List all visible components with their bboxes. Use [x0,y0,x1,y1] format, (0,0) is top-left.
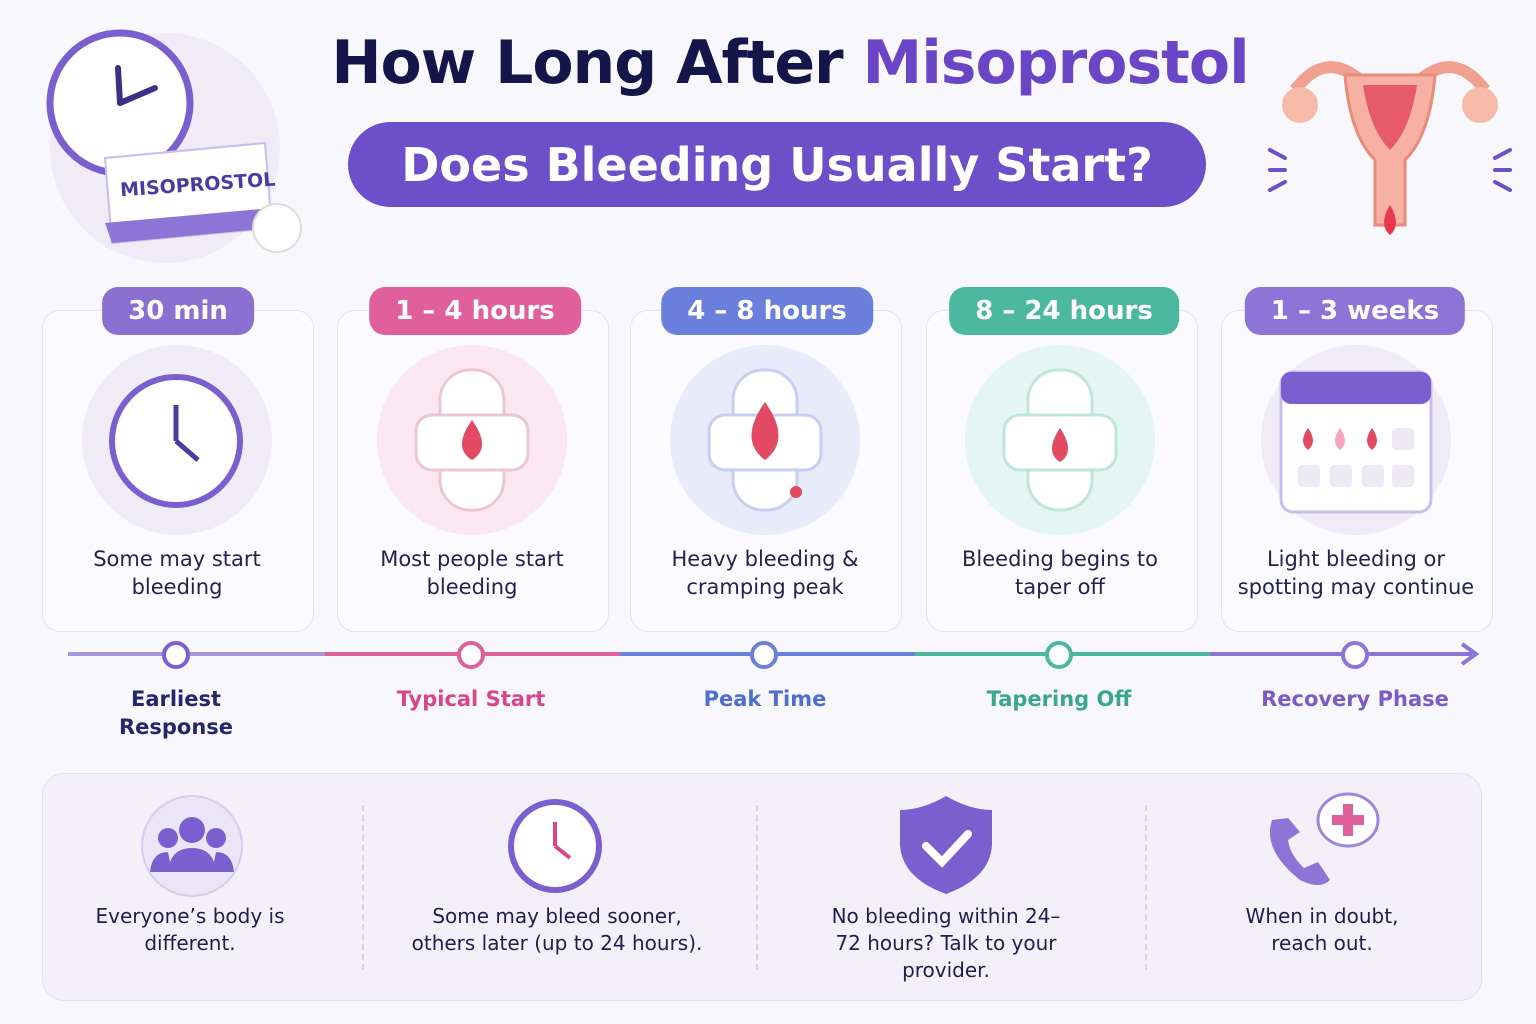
icon-part [117,85,158,106]
phase-label: Tapering Off [986,687,1132,711]
icon-part [1363,85,1417,150]
icon-part [1384,205,1396,235]
note-text: Everyone’s body is different. [95,904,285,955]
icon-part [1268,148,1512,192]
icon-part [462,420,482,460]
stage-description: Light bleeding or spotting may continue [1237,547,1475,599]
stage-icons [109,368,1433,514]
icon-part [900,796,992,894]
icon-part [1303,428,1377,450]
icon-part [1332,815,1364,825]
icon-part [168,848,216,872]
icon-part [1367,428,1377,450]
time-pill: 30 min [102,287,254,335]
shield-icon [900,796,992,894]
notes-panel [42,773,1482,1001]
icon-part [1493,180,1512,192]
subtitle: Does Bleeding Usually Start? [348,122,1206,207]
icon-part [1330,465,1352,487]
time-pill: 1 – 4 hours [369,287,581,335]
icon-part [179,817,205,843]
icon-part [1303,428,1313,450]
note-text: Some may bleed sooner, others later (up … [411,904,703,955]
timeline-dot [1341,641,1369,669]
separator [1145,805,1147,970]
icon-part [1298,428,1414,487]
icon-part [115,65,123,106]
icon-part [1392,428,1414,450]
time-pill: 1 – 3 weeks [1244,287,1466,335]
icon-part [1281,372,1431,404]
timeline-dot [1045,641,1073,669]
pad-icon [1002,368,1118,512]
icon-part [174,439,200,462]
people-icon [141,795,243,897]
timeline-dot [457,641,485,669]
icon-part [212,852,234,872]
icon-part [1392,465,1414,487]
stage-description: Some may start bleeding [93,547,261,599]
clock-icon [508,799,602,893]
icon-part [1269,818,1330,885]
phase-label: Recovery Phase [1261,687,1449,711]
icon-part [141,795,243,897]
calendar-icon [1279,370,1433,514]
icon-part [1335,428,1345,450]
phase-label: Typical Start [396,687,546,711]
stage-description: Heavy bleeding & cramping peak [671,547,859,599]
title: How Long After Misoprostol [300,28,1280,98]
phase-label: Peak Time [703,687,827,711]
pad-icon [414,368,530,512]
clock-icon [109,374,243,508]
icon-part [790,486,802,498]
icon-part [1268,180,1287,192]
title-lead: How Long After [331,28,843,98]
clock-box-illustration [46,29,302,263]
icon-part [751,402,779,460]
icon-part [1462,87,1498,123]
icon-part [1493,148,1512,160]
icon-part [1282,87,1318,123]
note-text: When in doubt, reach out. [1245,904,1399,955]
icon-part [1268,148,1287,160]
icon-part [553,844,572,860]
time-pill: 8 – 24 hours [949,287,1179,335]
timeline-dot [162,641,190,669]
timeline-dot [750,641,778,669]
icon-part [206,828,226,848]
icon-part [1298,465,1320,487]
phase-label: Earliest Response [118,687,234,739]
icon-part [150,852,172,872]
pad-icon [707,368,823,512]
note-icons [141,792,1380,897]
uterus-illustration [1268,61,1512,235]
icon-part [105,208,272,243]
stage-description: Most people start bleeding [380,547,564,599]
phone-icon [1269,792,1380,885]
icon-part [252,203,302,253]
note-text: No bleeding within 24–72 hours? Talk to … [831,904,1061,982]
separator [756,805,758,970]
icon-part [150,817,234,872]
time-pill: 4 – 8 hours [661,287,873,335]
icon-part [1460,642,1480,666]
icon-part [1362,465,1384,487]
title-highlight: Misoprostol [862,28,1250,98]
icon-part [158,828,178,848]
stage-description: Bleeding begins to taper off [962,547,1158,599]
separator [362,805,364,970]
icon-part [1052,428,1068,462]
icon-part [922,830,972,868]
